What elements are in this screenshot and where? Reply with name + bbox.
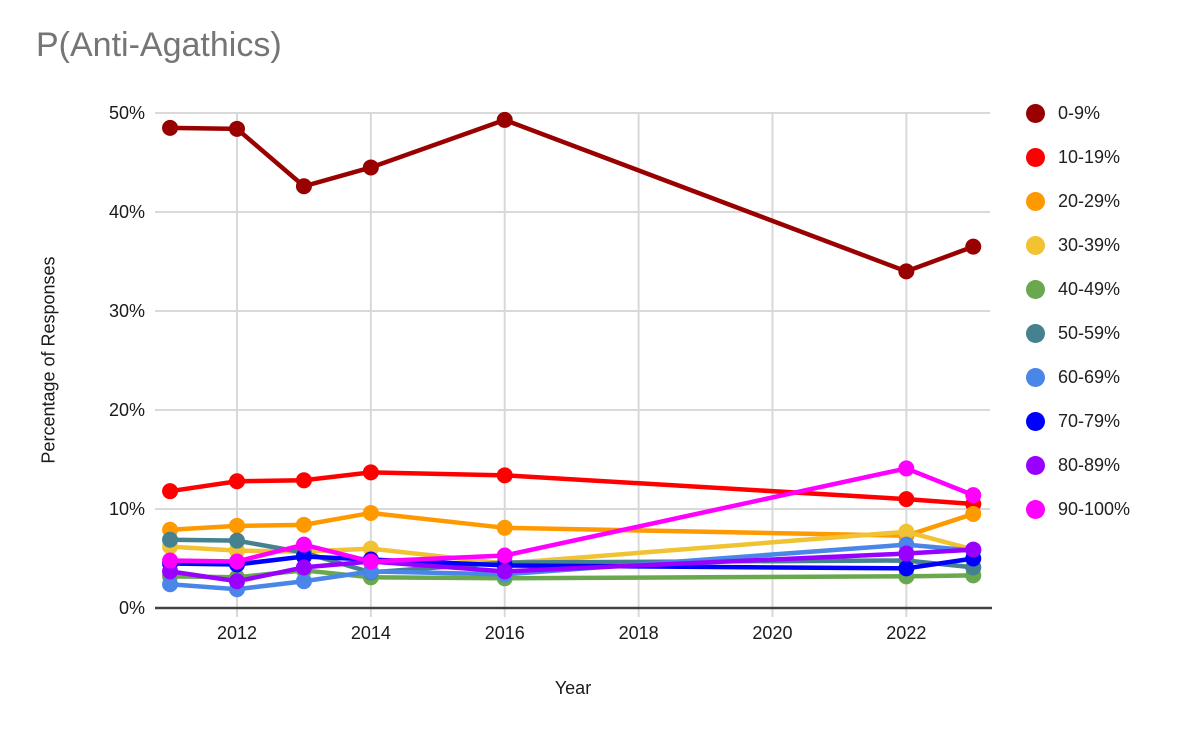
data-point-10-19%[interactable] [496,467,513,484]
data-point-0-9%[interactable] [295,178,312,195]
data-point-50-59%[interactable] [162,531,179,548]
data-point-0-9%[interactable] [496,111,513,128]
data-point-90-100%[interactable] [162,552,179,569]
legend-item-40-49%[interactable]: 40-49% [1026,267,1130,311]
legend-item-50-59%[interactable]: 50-59% [1026,311,1130,355]
data-point-20-29%[interactable] [295,516,312,533]
data-point-90-100%[interactable] [965,487,982,504]
legend-swatch-icon [1026,279,1045,299]
y-tick-label: 0% [118,598,145,618]
legend-item-10-19%[interactable]: 10-19% [1026,135,1130,179]
legend-item-70-79%[interactable]: 70-79% [1026,399,1130,443]
legend-label: 0-9% [1058,102,1101,123]
data-point-10-19%[interactable] [362,464,379,481]
x-axis-title: Year [554,678,592,698]
data-point-70-79%[interactable] [898,560,915,577]
data-point-60-69%[interactable] [162,576,179,593]
data-point-50-59%[interactable] [228,532,245,549]
chart-title: P(Anti-Agathics) [36,26,282,64]
legend-item-0-9%[interactable]: 0-9% [1026,91,1130,135]
x-tick-label: 2016 [484,623,525,643]
series-line-10-19% [169,470,974,507]
y-tick-label: 50% [108,103,145,123]
y-tick-label: 10% [108,499,145,519]
data-point-80-89%[interactable] [295,559,312,576]
legend-swatch-icon [1026,499,1045,519]
legend-item-90-100%[interactable]: 90-100% [1026,487,1130,531]
data-point-20-29%[interactable] [362,504,379,521]
data-point-30-39%[interactable] [898,523,915,540]
y-tick-label: 40% [108,202,145,222]
data-point-10-19%[interactable] [898,491,915,508]
legend-label: 60-69% [1058,366,1121,387]
data-point-10-19%[interactable] [162,483,179,500]
data-point-90-100%[interactable] [496,547,513,564]
data-point-20-29%[interactable] [228,517,245,534]
legend-swatch-icon [1026,147,1045,167]
data-point-90-100%[interactable] [362,553,379,570]
data-point-20-29%[interactable] [965,505,982,522]
legend: 0-9% 10-19% 20-29% 30-39% 40-49% 50-59% 60-69%… [1026,91,1130,531]
legend-label: 70-79% [1058,410,1121,431]
data-point-0-9%[interactable] [162,119,179,136]
legend-item-60-69%[interactable]: 60-69% [1026,355,1130,399]
legend-swatch-icon [1026,323,1045,343]
data-point-90-100%[interactable] [228,553,245,570]
legend-label: 10-19% [1058,146,1121,167]
data-point-80-89%[interactable] [228,573,245,590]
legend-item-30-39%[interactable]: 30-39% [1026,223,1130,267]
legend-swatch-icon [1026,103,1045,123]
legend-swatch-icon [1026,191,1045,211]
legend-item-20-29%[interactable]: 20-29% [1026,179,1130,223]
x-tick-label: 2020 [752,623,793,643]
data-point-90-100%[interactable] [898,460,915,477]
series-line-0-9% [170,117,975,274]
y-tick-label: 20% [108,400,145,420]
y-tick-label: 30% [108,301,145,321]
data-point-20-29%[interactable] [496,519,513,536]
x-tick-label: 2018 [618,623,659,643]
data-point-0-9%[interactable] [898,263,915,280]
data-point-0-9%[interactable] [362,159,379,176]
x-tick-label: 2012 [216,623,257,643]
y-axis-title: Percentage of Responses [38,256,59,464]
data-point-90-100%[interactable] [295,536,312,553]
data-point-0-9%[interactable] [228,120,245,137]
series-line-20-29% [169,510,974,538]
legend-label: 30-39% [1058,234,1121,255]
legend-label: 90-100% [1058,498,1131,519]
legend-swatch-icon [1026,411,1045,431]
data-point-0-9%[interactable] [965,238,982,255]
legend-swatch-icon [1026,455,1045,475]
legend-item-80-89%[interactable]: 80-89% [1026,443,1130,487]
data-point-80-89%[interactable] [898,545,915,562]
legend-label: 50-59% [1058,322,1121,343]
legend-swatch-icon [1026,235,1045,255]
data-point-10-19%[interactable] [295,472,312,489]
legend-swatch-icon [1026,367,1045,387]
data-point-60-69%[interactable] [295,573,312,590]
data-point-80-89%[interactable] [496,563,513,580]
legend-label: 20-29% [1058,190,1121,211]
data-point-80-89%[interactable] [965,541,982,558]
data-point-10-19%[interactable] [228,473,245,490]
legend-label: 40-49% [1058,278,1121,299]
x-tick-label: 2014 [350,623,391,643]
x-tick-label: 2022 [886,623,927,643]
legend-label: 80-89% [1058,454,1121,475]
